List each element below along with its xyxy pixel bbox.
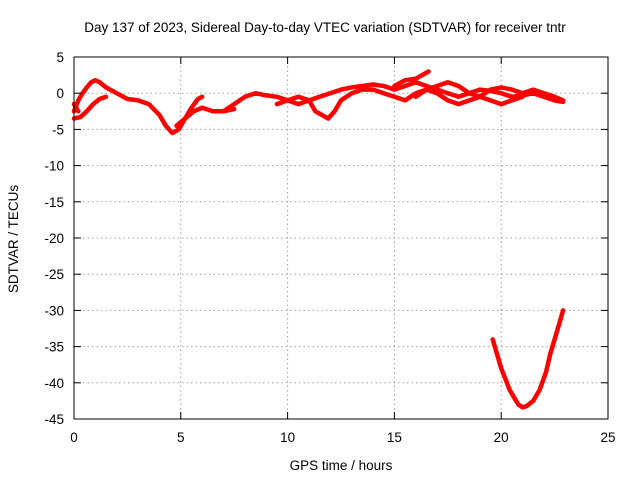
x-tick-label: 0 (70, 430, 78, 445)
x-tick-label: 5 (177, 430, 185, 445)
y-tick-label: 0 (56, 86, 64, 101)
y-tick-label: -25 (44, 267, 64, 282)
y-tick-labels: 5 0 -5 -10 -15 -20 -25 -30 -35 -40 -45 (44, 50, 64, 427)
x-axis-label: GPS time / hours (290, 458, 393, 473)
y-tick-label: -20 (44, 231, 64, 246)
chart-title: Day 137 of 2023, Sidereal Day-to-day VTE… (84, 20, 566, 35)
x-tick-labels: 0 5 10 15 20 25 (70, 430, 615, 445)
x-tick-label: 20 (494, 430, 509, 445)
series-line-track-g (392, 69, 431, 89)
x-tick-label: 25 (600, 430, 615, 445)
grid-lines (74, 57, 608, 419)
y-axis-label: SDTVAR / TECUs (6, 185, 21, 294)
y-tick-label: -40 (44, 376, 64, 391)
series-line-track-b (71, 94, 109, 121)
series-line-track-e (221, 80, 566, 114)
y-tick-label: -15 (44, 195, 64, 210)
series-line-track-c (71, 101, 81, 114)
y-tick-label: 5 (56, 50, 64, 65)
x-tick-label: 10 (280, 430, 295, 445)
series-line-track-i (490, 308, 566, 410)
x-tick-label: 15 (387, 430, 402, 445)
data-series (71, 69, 566, 410)
axis-ticks (73, 56, 609, 420)
y-tick-label: -30 (44, 303, 64, 318)
y-tick-label: -5 (52, 122, 64, 137)
series-line-track-h (413, 80, 566, 103)
y-tick-label: -45 (44, 412, 64, 427)
y-tick-label: -10 (44, 159, 64, 174)
y-tick-label: -35 (44, 340, 64, 355)
